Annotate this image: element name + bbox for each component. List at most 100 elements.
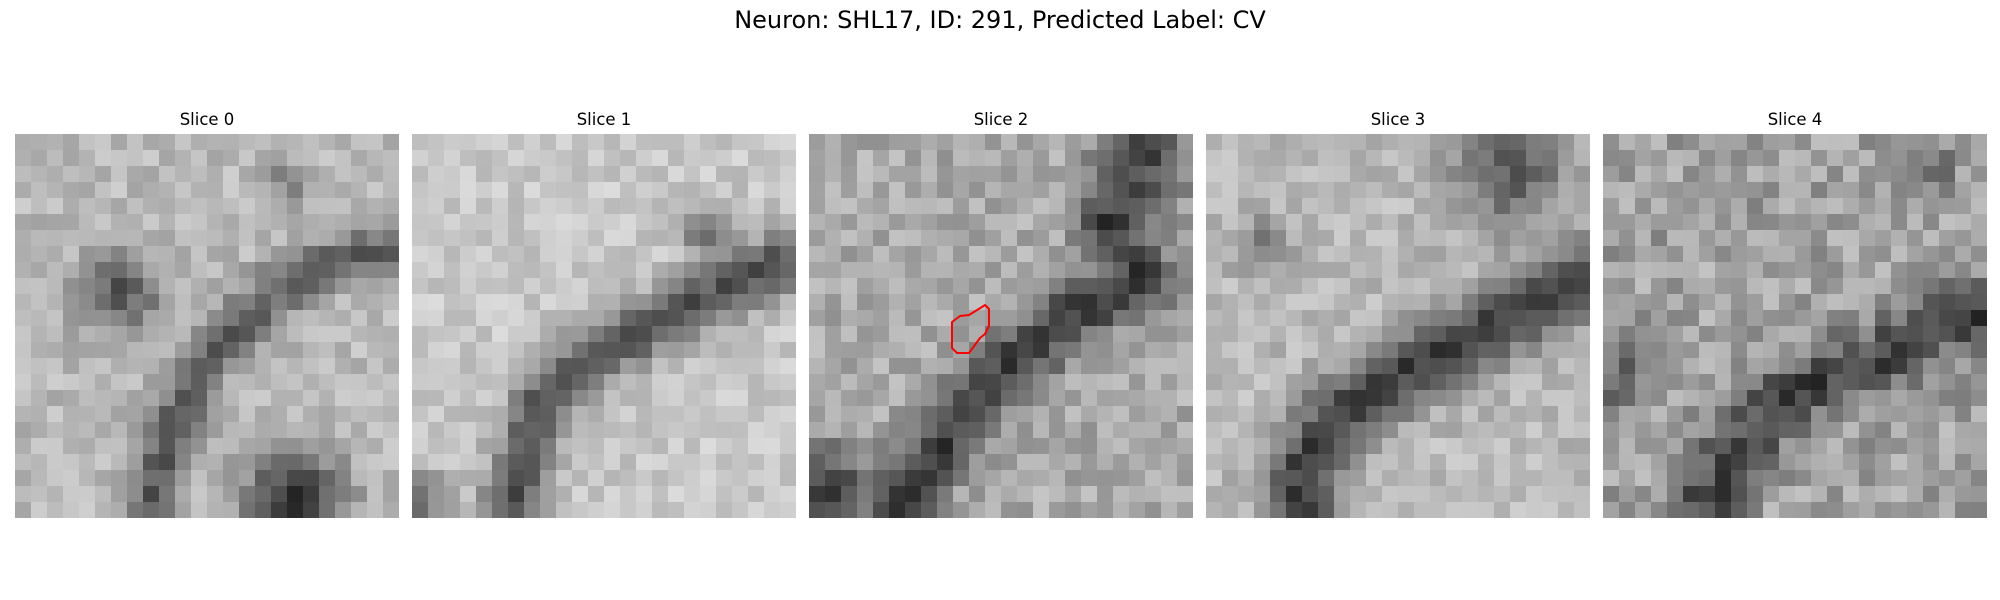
pixel-cell — [335, 486, 352, 503]
pixel-cell — [1206, 230, 1223, 247]
pixel-cell — [636, 406, 653, 423]
pixel-cell — [207, 246, 224, 263]
pixel-cell — [764, 150, 781, 167]
pixel-cell — [159, 262, 176, 279]
pixel-cell — [1558, 246, 1575, 263]
pixel-cell — [1667, 214, 1684, 231]
pixel-cell — [1462, 198, 1479, 215]
pixel-cell — [1398, 214, 1415, 231]
pixel-cell — [1129, 214, 1146, 231]
pixel-cell — [47, 374, 64, 391]
pixel-cell — [460, 294, 477, 311]
pixel-cell — [207, 342, 224, 359]
pixel-cell — [319, 470, 336, 487]
pixel-cell — [716, 310, 733, 327]
pixel-cell — [1270, 390, 1287, 407]
pixel-cell — [905, 134, 922, 151]
pixel-cell — [524, 182, 541, 199]
pixel-cell — [1574, 134, 1590, 151]
pixel-cell — [1558, 182, 1575, 199]
pixel-cell — [604, 166, 621, 183]
pixel-cell — [1238, 390, 1255, 407]
pixel-cell — [271, 246, 288, 263]
pixel-cell — [191, 310, 208, 327]
pixel-cell — [1446, 230, 1463, 247]
pixel-cell — [1683, 486, 1700, 503]
pixel-cell — [1795, 374, 1812, 391]
pixel-cell — [1731, 166, 1748, 183]
pixel-cell — [1398, 326, 1415, 343]
pixel-cell — [1875, 438, 1892, 455]
pixel-cell — [652, 470, 669, 487]
pixel-cell — [1494, 198, 1511, 215]
pixel-cell — [271, 214, 288, 231]
pixel-cell — [1430, 502, 1447, 518]
pixel-cell — [1939, 262, 1956, 279]
pixel-cell — [1731, 438, 1748, 455]
pixel-cell — [1097, 262, 1114, 279]
pixel-cell — [1526, 294, 1543, 311]
pixel-cell — [127, 310, 144, 327]
pixel-cell — [889, 294, 906, 311]
pixel-cell — [1558, 230, 1575, 247]
pixel-cell — [175, 182, 192, 199]
pixel-cell — [1478, 502, 1495, 518]
pixel-cell — [159, 294, 176, 311]
pixel-cell — [524, 390, 541, 407]
pixel-cell — [159, 230, 176, 247]
pixel-cell — [1081, 326, 1098, 343]
pixel-cell — [319, 182, 336, 199]
pixel-cell — [319, 406, 336, 423]
pixel-cell — [652, 182, 669, 199]
pixel-cell — [889, 358, 906, 375]
pixel-cell — [1097, 438, 1114, 455]
pixel-cell — [143, 182, 160, 199]
pixel-cell — [412, 246, 429, 263]
pixel-cell — [732, 166, 749, 183]
pixel-cell — [732, 470, 749, 487]
pixel-cell — [857, 198, 874, 215]
pixel-cell — [905, 390, 922, 407]
pixel-cell — [1574, 326, 1590, 343]
pixel-cell — [287, 214, 304, 231]
pixel-cell — [444, 134, 461, 151]
pixel-cell — [255, 262, 272, 279]
pixel-cell — [444, 326, 461, 343]
pixel-cell — [303, 294, 320, 311]
pixel-cell — [1382, 454, 1399, 471]
pixel-cell — [1177, 166, 1193, 183]
pixel-cell — [175, 278, 192, 295]
pixel-cell — [1161, 198, 1178, 215]
pixel-cell — [1097, 454, 1114, 471]
pixel-cell — [1651, 278, 1668, 295]
pixel-cell — [588, 230, 605, 247]
pixel-cell — [1414, 246, 1431, 263]
pixel-cell — [1366, 358, 1383, 375]
pixel-cell — [1286, 326, 1303, 343]
pixel-cell — [476, 246, 493, 263]
pixel-cell — [780, 406, 796, 423]
pixel-cell — [1113, 246, 1130, 263]
pixel-cell — [1318, 502, 1335, 518]
pixel-cell — [15, 406, 32, 423]
pixel-cell — [1843, 438, 1860, 455]
pixel-cell — [1286, 438, 1303, 455]
pixel-cell — [1270, 358, 1287, 375]
pixel-cell — [1017, 182, 1034, 199]
pixel-cell — [588, 150, 605, 167]
pixel-cell — [1763, 278, 1780, 295]
pixel-cell — [1907, 150, 1924, 167]
pixel-cell — [1731, 390, 1748, 407]
pixel-cell — [1699, 470, 1716, 487]
pixel-cell — [1446, 182, 1463, 199]
pixel-cell — [1446, 390, 1463, 407]
pixel-cell — [1001, 230, 1018, 247]
pixel-cell — [1161, 166, 1178, 183]
pixel-cell — [31, 198, 48, 215]
pixel-cell — [1129, 390, 1146, 407]
pixel-cell — [351, 422, 368, 439]
pixel-cell — [732, 294, 749, 311]
pixel-cell — [1238, 438, 1255, 455]
pixel-cell — [1779, 198, 1796, 215]
pixel-cell — [953, 454, 970, 471]
